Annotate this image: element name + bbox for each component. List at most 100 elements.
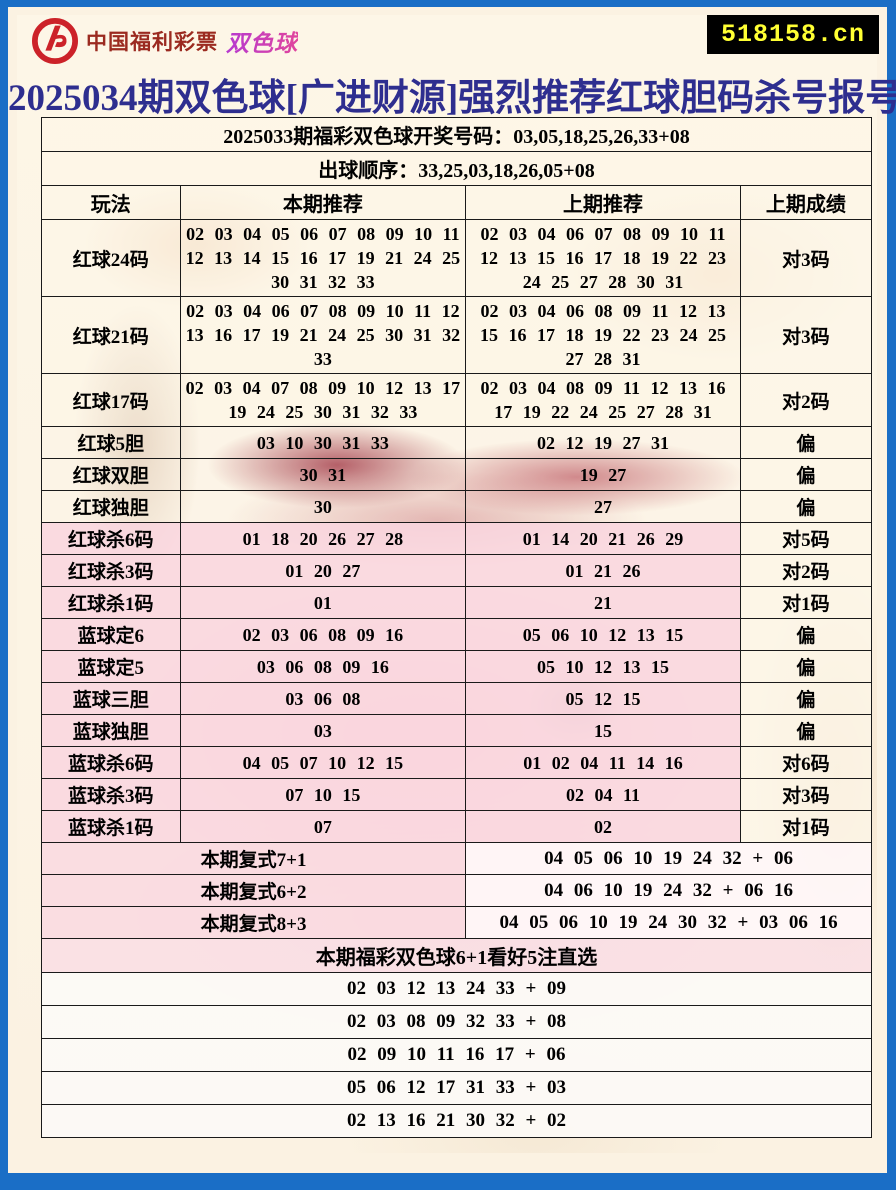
table-row-red2dan: 红球双胆 30 31 19 27 偏: [41, 458, 873, 491]
page-title: 2025034期双色球[广进财源]强烈推荐红球胆码杀号报号: [8, 78, 896, 119]
draw-result-text: 2025033期福彩双色球开奖号码：03,05,18,25,26,33+08: [41, 117, 872, 152]
result-value: 对3码: [739, 296, 873, 374]
previous-numbers: 19 27: [465, 458, 741, 491]
table-row-bluekill3: 蓝球杀3码 07 10 15 02 04 11 对3码: [41, 778, 873, 811]
play-label: 红球5胆: [41, 426, 181, 459]
result-value: 对2码: [739, 554, 873, 587]
play-label: 红球独胆: [41, 490, 181, 523]
result-value: 偏: [739, 618, 873, 651]
site-url-badge[interactable]: 518158.cn: [706, 15, 879, 54]
current-numbers: 02 03 04 07 08 09 10 12 13 17 19 24 25 3…: [179, 373, 467, 427]
result-value: 偏: [739, 458, 873, 491]
fushi-numbers: 04 05 06 10 19 24 32 + 06: [465, 842, 872, 875]
table-row-red21: 红球21码 02 03 04 06 07 08 09 10 11 12 13 1…: [41, 296, 873, 374]
current-numbers: 03 10 30 31 33: [179, 426, 467, 459]
previous-numbers: 05 12 15: [465, 682, 741, 715]
current-numbers: 30 31: [179, 458, 467, 491]
previous-numbers: 01 21 26: [465, 554, 741, 587]
result-value: 偏: [739, 650, 873, 683]
previous-numbers: 02 03 04 06 08 09 11 12 13 15 16 17 18 1…: [465, 296, 741, 374]
zhixuan-pick-numbers: 02 09 10 11 16 17 + 06: [41, 1038, 872, 1072]
zhixuan-pick-row: 05 06 12 17 31 33 + 03: [41, 1071, 872, 1105]
current-numbers: 02 03 04 05 06 07 08 09 10 11 12 13 14 1…: [179, 219, 467, 297]
col-header-previous: 上期推荐: [465, 185, 741, 220]
fushi-label: 本期复式8+3: [40, 906, 467, 939]
table-row-blue6: 蓝球定6 02 03 06 08 09 16 05 06 10 12 13 15…: [41, 618, 873, 651]
col-header-result: 上期成绩: [739, 185, 873, 220]
welfare-lottery-icon: [32, 18, 78, 64]
result-value: 对5码: [739, 522, 873, 555]
draw-order-row: 出球顺序：33,25,03,18,26,05+08: [41, 151, 872, 186]
product-name: 双色球: [226, 24, 298, 58]
zhixuan-pick-row: 02 03 08 09 32 33 + 08: [41, 1005, 872, 1039]
current-numbers: 04 05 07 10 12 15: [179, 746, 467, 779]
fushi-label: 本期复式7+1: [40, 842, 467, 875]
previous-numbers: 27: [465, 490, 741, 523]
table-row-blue5: 蓝球定5 03 06 08 09 16 05 10 12 13 15 偏: [41, 650, 873, 683]
result-value: 偏: [739, 714, 873, 747]
prediction-table: 2025033期福彩双色球开奖号码：03,05,18,25,26,33+08 出…: [40, 117, 873, 1138]
play-label: 蓝球三胆: [41, 682, 181, 715]
header-bar: 中国福利彩票 双色球: [32, 17, 869, 65]
current-numbers: 01: [179, 586, 467, 619]
current-numbers: 07 10 15: [179, 778, 467, 811]
table-row-blue3dan: 蓝球三胆 03 06 08 05 12 15 偏: [41, 682, 873, 715]
play-label: 红球21码: [41, 296, 181, 374]
previous-numbers: 05 06 10 12 13 15: [465, 618, 741, 651]
table-row-blue1dan: 蓝球独胆 03 15 偏: [41, 714, 873, 747]
fushi-numbers: 04 06 10 19 24 32 + 06 16: [465, 874, 872, 907]
result-value: 对3码: [739, 778, 873, 811]
previous-numbers: 15: [465, 714, 741, 747]
zhixuan-pick-row: 02 13 16 21 30 32 + 02: [41, 1104, 872, 1138]
previous-numbers: 02 03 04 06 07 08 09 10 11 12 13 15 16 1…: [465, 219, 741, 297]
fushi-label: 本期复式6+2: [40, 874, 467, 907]
result-value: 对1码: [739, 586, 873, 619]
current-numbers: 02 03 06 08 09 16: [179, 618, 467, 651]
previous-numbers: 02 12 19 27 31: [465, 426, 741, 459]
play-label: 蓝球杀3码: [41, 778, 181, 811]
play-label: 红球杀6码: [41, 522, 181, 555]
draw-order-text: 出球顺序：33,25,03,18,26,05+08: [41, 151, 872, 186]
zhixuan-pick-row: 02 09 10 11 16 17 + 06: [41, 1038, 872, 1072]
play-label: 红球双胆: [41, 458, 181, 491]
result-value: 对6码: [739, 746, 873, 779]
zhixuan-pick-numbers: 05 06 12 17 31 33 + 03: [41, 1071, 872, 1105]
zhixuan-pick-row: 02 03 12 13 24 33 + 09: [41, 972, 872, 1006]
col-header-current: 本期推荐: [179, 185, 467, 220]
col-header-play: 玩法: [41, 185, 181, 220]
current-numbers: 07: [179, 810, 467, 843]
zhixuan-pick-numbers: 02 03 08 09 32 33 + 08: [41, 1005, 872, 1039]
fushi-row-8plus3: 本期复式8+3 04 05 06 10 19 24 30 32 + 03 06 …: [40, 906, 872, 939]
result-value: 偏: [739, 426, 873, 459]
zhixuan-header-text: 本期福彩双色球6+1看好5注直选: [41, 938, 872, 973]
zhixuan-pick-numbers: 02 03 12 13 24 33 + 09: [41, 972, 872, 1006]
current-numbers: 03 06 08: [179, 682, 467, 715]
previous-numbers: 02 04 11: [465, 778, 741, 811]
current-numbers: 02 03 04 06 07 08 09 10 11 12 13 16 17 1…: [179, 296, 467, 374]
result-value: 对3码: [739, 219, 873, 297]
play-label: 蓝球独胆: [41, 714, 181, 747]
previous-numbers: 02: [465, 810, 741, 843]
fushi-row-6plus2: 本期复式6+2 04 06 10 19 24 32 + 06 16: [40, 874, 872, 907]
play-label: 蓝球定6: [41, 618, 181, 651]
zhixuan-pick-numbers: 02 13 16 21 30 32 + 02: [41, 1104, 872, 1138]
table-row-red5dan: 红球5胆 03 10 30 31 33 02 12 19 27 31 偏: [41, 426, 873, 459]
previous-numbers: 01 14 20 21 26 29: [465, 522, 741, 555]
result-value: 对2码: [739, 373, 873, 427]
column-header-row: 玩法 本期推荐 上期推荐 上期成绩: [41, 185, 873, 220]
play-label: 红球杀1码: [41, 586, 181, 619]
previous-numbers: 02 03 04 08 09 11 12 13 16 17 19 22 24 2…: [465, 373, 741, 427]
table-row-redkill3: 红球杀3码 01 20 27 01 21 26 对2码: [41, 554, 873, 587]
play-label: 红球杀3码: [41, 554, 181, 587]
lottery-logo: 中国福利彩票 双色球: [32, 18, 298, 64]
table-row-red17: 红球17码 02 03 04 07 08 09 10 12 13 17 19 2…: [41, 373, 873, 427]
current-numbers: 03: [179, 714, 467, 747]
result-value: 对1码: [739, 810, 873, 843]
previous-numbers: 05 10 12 13 15: [465, 650, 741, 683]
table-row-redkill1: 红球杀1码 01 21 对1码: [41, 586, 873, 619]
previous-numbers: 01 02 04 11 14 16: [465, 746, 741, 779]
play-label: 蓝球定5: [41, 650, 181, 683]
play-label: 蓝球杀6码: [41, 746, 181, 779]
fushi-numbers: 04 05 06 10 19 24 30 32 + 03 06 16: [465, 906, 872, 939]
